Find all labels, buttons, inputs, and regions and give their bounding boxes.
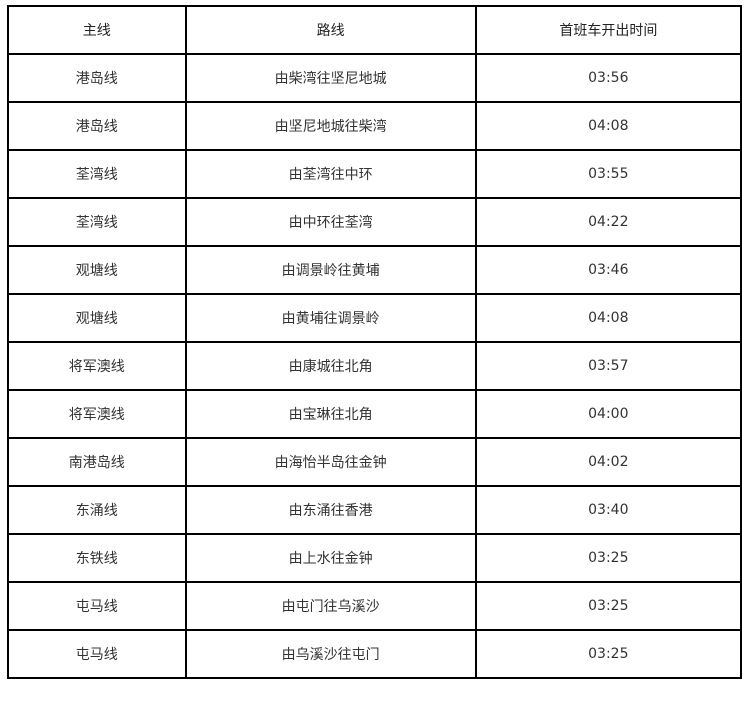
cell-line: 屯马线 [7, 629, 187, 679]
header-first-train-time: 首班车开出时间 [474, 5, 743, 55]
cell-time: 03:56 [474, 53, 743, 103]
header-route: 路线 [184, 5, 477, 55]
cell-line: 屯马线 [7, 581, 187, 631]
table-row: 将军澳线 由宝琳往北角 04:00 [7, 389, 743, 439]
table-row: 港岛线 由坚尼地城往柴湾 04:08 [7, 101, 743, 151]
cell-route: 由调景岭往黄埔 [184, 245, 477, 295]
cell-line: 荃湾线 [7, 149, 187, 199]
cell-route: 由中环往荃湾 [184, 197, 477, 247]
cell-route: 由柴湾往坚尼地城 [184, 53, 477, 103]
table-row: 东铁线 由上水往金钟 03:25 [7, 533, 743, 583]
table-row: 观塘线 由调景岭往黄埔 03:46 [7, 245, 743, 295]
table-row: 观塘线 由黄埔往调景岭 04:08 [7, 293, 743, 343]
cell-time: 03:55 [474, 149, 743, 199]
cell-route: 由上水往金钟 [184, 533, 477, 583]
cell-time: 03:57 [474, 341, 743, 391]
table-row: 港岛线 由柴湾往坚尼地城 03:56 [7, 53, 743, 103]
cell-route: 由坚尼地城往柴湾 [184, 101, 477, 151]
cell-route: 由荃湾往中环 [184, 149, 477, 199]
cell-route: 由海怡半岛往金钟 [184, 437, 477, 487]
cell-route: 由康城往北角 [184, 341, 477, 391]
cell-route: 由屯门往乌溪沙 [184, 581, 477, 631]
cell-line: 东铁线 [7, 533, 187, 583]
cell-route: 由黄埔往调景岭 [184, 293, 477, 343]
cell-time: 04:02 [474, 437, 743, 487]
table-row: 屯马线 由乌溪沙往屯门 03:25 [7, 629, 743, 679]
table-row: 屯马线 由屯门往乌溪沙 03:25 [7, 581, 743, 631]
table-row: 荃湾线 由荃湾往中环 03:55 [7, 149, 743, 199]
table-row: 将军澳线 由康城往北角 03:57 [7, 341, 743, 391]
cell-time: 04:00 [474, 389, 743, 439]
table-row: 南港岛线 由海怡半岛往金钟 04:02 [7, 437, 743, 487]
cell-line: 港岛线 [7, 53, 187, 103]
cell-time: 03:46 [474, 245, 743, 295]
cell-line: 南港岛线 [7, 437, 187, 487]
cell-line: 将军澳线 [7, 341, 187, 391]
cell-time: 04:08 [474, 101, 743, 151]
cell-line: 观塘线 [7, 293, 187, 343]
cell-route: 由东涌往香港 [184, 485, 477, 535]
cell-line: 将军澳线 [7, 389, 187, 439]
table-header-row: 主线 路线 首班车开出时间 [7, 5, 743, 55]
cell-line: 港岛线 [7, 101, 187, 151]
cell-time: 04:08 [474, 293, 743, 343]
cell-time: 03:25 [474, 533, 743, 583]
cell-time: 03:40 [474, 485, 743, 535]
cell-line: 荃湾线 [7, 197, 187, 247]
cell-time: 03:25 [474, 581, 743, 631]
cell-route: 由宝琳往北角 [184, 389, 477, 439]
header-line: 主线 [7, 5, 187, 55]
cell-line: 东涌线 [7, 485, 187, 535]
cell-route: 由乌溪沙往屯门 [184, 629, 477, 679]
cell-line: 观塘线 [7, 245, 187, 295]
cell-time: 04:22 [474, 197, 743, 247]
table-row: 东涌线 由东涌往香港 03:40 [7, 485, 743, 535]
table-row: 荃湾线 由中环往荃湾 04:22 [7, 197, 743, 247]
first-train-table: 主线 路线 首班车开出时间 港岛线 由柴湾往坚尼地城 03:56 港岛线 由坚尼地城往柴… [7, 5, 743, 679]
cell-time: 03:25 [474, 629, 743, 679]
